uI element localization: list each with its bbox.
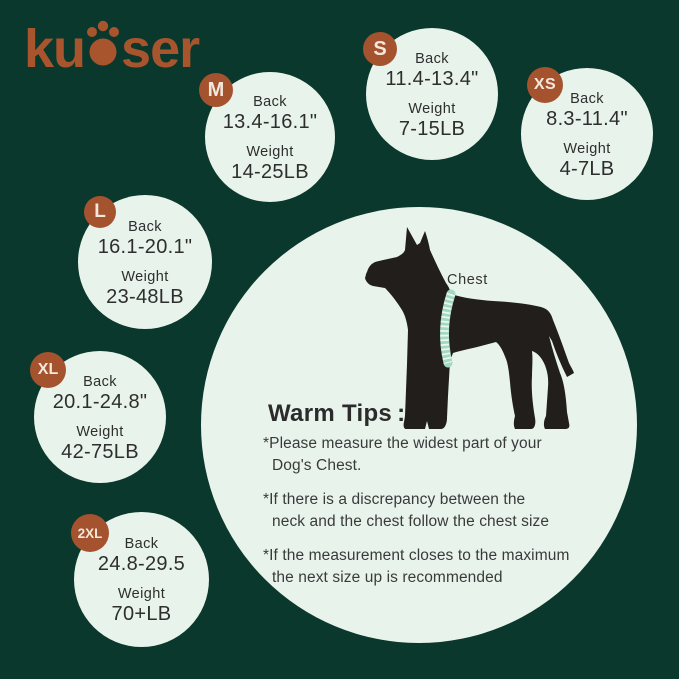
back-value: 16.1-20.1" — [97, 235, 193, 258]
back-label: Back — [83, 373, 117, 390]
brand-logo-text-right: ser — [121, 19, 200, 79]
size-badge-s: S — [363, 32, 397, 66]
warm-tip-1: *Please measure the widest part of your … — [263, 433, 579, 477]
weight-label: Weight — [246, 143, 294, 160]
warm-tips-heading-text: Warm Tips — [268, 400, 393, 427]
size-badge-l: L — [84, 196, 116, 228]
warm-tip-3-line-2: the next size up is recommended — [272, 569, 503, 586]
back-value: 11.4-13.4" — [385, 67, 479, 90]
weight-label: Weight — [121, 268, 169, 285]
back-value: 13.4-16.1" — [222, 110, 318, 133]
chest-label: Chest — [447, 272, 488, 288]
back-label: Back — [128, 218, 162, 235]
paw-icon — [87, 20, 120, 66]
brand-logo: ku ser — [24, 19, 200, 79]
warm-tip-1-line-2: Dog's Chest. — [272, 457, 362, 474]
weight-label: Weight — [563, 140, 611, 157]
warm-tip-2-line-1: *If there is a discrepancy between the — [263, 491, 526, 508]
warm-tip-3: *If the measurement closes to the maximu… — [263, 545, 579, 589]
brand-logo-text-left: ku — [24, 19, 86, 79]
back-value: 8.3-11.4" — [546, 107, 628, 130]
size-badge-xl: XL — [30, 352, 66, 388]
weight-value: 7-15LB — [398, 117, 466, 140]
weight-value: 14-25LB — [231, 160, 309, 183]
warm-tip-3-line-1: *If the measurement closes to the maximu… — [263, 547, 570, 564]
warm-tips-heading-colon: : — [397, 400, 406, 427]
weight-value: 23-48LB — [106, 285, 184, 308]
chest-tape-ticks — [440, 292, 456, 364]
size-badge-m: M — [199, 73, 233, 107]
weight-value: 4-7LB — [559, 157, 615, 180]
warm-tips-heading: Warm Tips: — [268, 400, 405, 428]
size-badge-2xl: 2XL — [71, 514, 109, 552]
back-label: Back — [415, 50, 449, 67]
warm-tips-list: *Please measure the widest part of your … — [263, 433, 579, 601]
warm-tip-2-line-2: neck and the chest follow the chest size — [272, 513, 550, 530]
dog-silhouette — [365, 227, 574, 429]
weight-label: Weight — [408, 100, 456, 117]
back-value: 24.8-29.5 — [97, 553, 186, 575]
weight-label: Weight — [76, 423, 124, 440]
back-value: 20.1-24.8" — [52, 390, 148, 413]
weight-label: Weight — [117, 586, 166, 602]
back-label: Back — [253, 93, 287, 110]
size-badge-xs: XS — [527, 67, 563, 103]
warm-tip-1-line-1: *Please measure the widest part of your — [263, 435, 542, 452]
warm-tip-2: *If there is a discrepancy between the n… — [263, 489, 579, 533]
back-label: Back — [570, 90, 604, 107]
weight-value: 70+LB — [111, 603, 172, 625]
weight-value: 42-75LB — [61, 440, 139, 463]
back-label: Back — [124, 536, 159, 552]
